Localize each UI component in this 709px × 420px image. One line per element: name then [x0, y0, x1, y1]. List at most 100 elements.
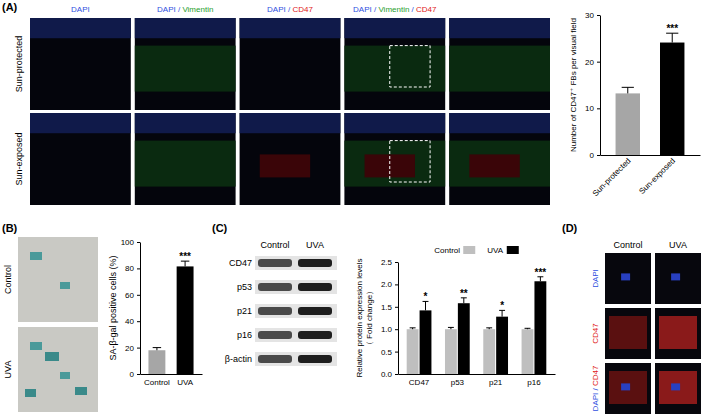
text-part: DAPI: [353, 5, 372, 14]
blot-band: [298, 307, 332, 315]
legend: Control UVA: [434, 246, 519, 255]
tick: 0.5: [381, 348, 398, 357]
row-label: Control: [3, 265, 13, 294]
tick: 1.5: [381, 303, 398, 312]
legend-swatch: [463, 246, 475, 254]
image: [605, 363, 651, 414]
annotation: ***: [666, 23, 678, 34]
blot-band: [258, 355, 292, 363]
legend-item: Control: [434, 246, 475, 255]
blot-band: [298, 331, 332, 339]
blot-band: [258, 331, 292, 339]
image-layer: [60, 372, 70, 379]
row-label: p53: [237, 282, 252, 292]
error-bar: [448, 327, 454, 329]
blot-band: [298, 355, 332, 363]
image-layer: [135, 46, 236, 92]
text-part: CD47: [416, 5, 437, 14]
bar: [522, 329, 534, 374]
tick-mark: [395, 352, 398, 353]
row-label: p21: [237, 306, 252, 316]
blot-band: [258, 283, 292, 291]
tick-mark: [137, 295, 140, 296]
legend-label: UVA: [487, 246, 504, 255]
x-axis: Sun-protectedSun-exposed: [591, 156, 701, 199]
row-label: Sun-exposed: [14, 132, 24, 185]
image-layer: [449, 113, 550, 133]
panel-label: (A): [2, 1, 18, 13]
axis-line: [398, 263, 399, 375]
bar: [445, 329, 457, 374]
column-header: Control: [613, 240, 642, 250]
image-layer: [30, 342, 42, 350]
text-part: CD47: [292, 5, 313, 14]
tick: 2.5: [381, 258, 398, 267]
blot-strip: [255, 256, 337, 270]
image: [605, 253, 651, 304]
tick: 0.0: [381, 370, 398, 379]
image-layer: [449, 18, 550, 38]
tick-mark: [395, 307, 398, 308]
tick: 60: [125, 291, 140, 300]
tick-label: p16: [527, 378, 541, 387]
image-layer: [621, 273, 630, 280]
tick-mark: [597, 108, 600, 109]
tick-mark: [597, 15, 600, 16]
y-axis: 0102030: [585, 11, 600, 160]
tick: Sun-protected: [591, 156, 633, 198]
legend-label: Control: [434, 246, 460, 255]
blot-band: [258, 307, 292, 315]
image-layer: [75, 387, 87, 395]
tick-mark: [137, 374, 140, 375]
image-layer: [60, 282, 70, 289]
image-layer: [135, 113, 236, 133]
tick: 40: [125, 317, 140, 326]
annotation: ***: [535, 267, 547, 278]
text-part: /: [409, 5, 416, 14]
bar: [407, 329, 419, 374]
tick-mark: [137, 268, 140, 269]
image-layer: [260, 154, 310, 177]
tick-label: 1.0: [381, 325, 393, 334]
column-header: Control: [260, 240, 289, 250]
image: [344, 18, 445, 110]
blot-strip: [255, 304, 337, 318]
image: [605, 308, 651, 359]
image: [30, 113, 131, 205]
axis-title: SA-β-gal positive cells (%): [108, 255, 118, 360]
tick-label: 100: [121, 238, 135, 247]
tick-mark: [395, 329, 398, 330]
zoom-box: [390, 141, 430, 182]
tick-label: p53: [451, 378, 465, 387]
blot-band: [298, 259, 332, 267]
bar: [148, 350, 165, 374]
marks: [616, 33, 685, 155]
tick-mark: [137, 321, 140, 322]
tick-label: UVA: [177, 378, 194, 387]
error-bar: [153, 348, 161, 351]
image-layer: [30, 18, 131, 38]
tick-label: 0: [590, 151, 595, 160]
image-layer: [671, 383, 680, 390]
tick-label: 10: [585, 104, 594, 113]
image-layer: [449, 46, 550, 92]
image-layer: [25, 389, 36, 397]
image-layer: [45, 352, 59, 361]
text-part: /: [372, 5, 379, 14]
column-header: DAPI / Vimentin: [157, 5, 213, 14]
tick-mark: [395, 284, 398, 285]
column-header: UVA: [306, 240, 324, 250]
tick-label: 60: [125, 291, 134, 300]
image-layer: [344, 46, 445, 92]
text-part: /: [286, 5, 293, 14]
image-layer: [30, 252, 42, 260]
axis-line: [600, 16, 601, 156]
image: [655, 253, 701, 304]
bar: [616, 93, 640, 155]
image: [449, 18, 550, 110]
row-label: DAPI: [591, 269, 600, 288]
image: [135, 113, 236, 205]
annotation: *: [500, 300, 504, 311]
bar: [483, 329, 495, 374]
blot-band: [298, 283, 332, 291]
